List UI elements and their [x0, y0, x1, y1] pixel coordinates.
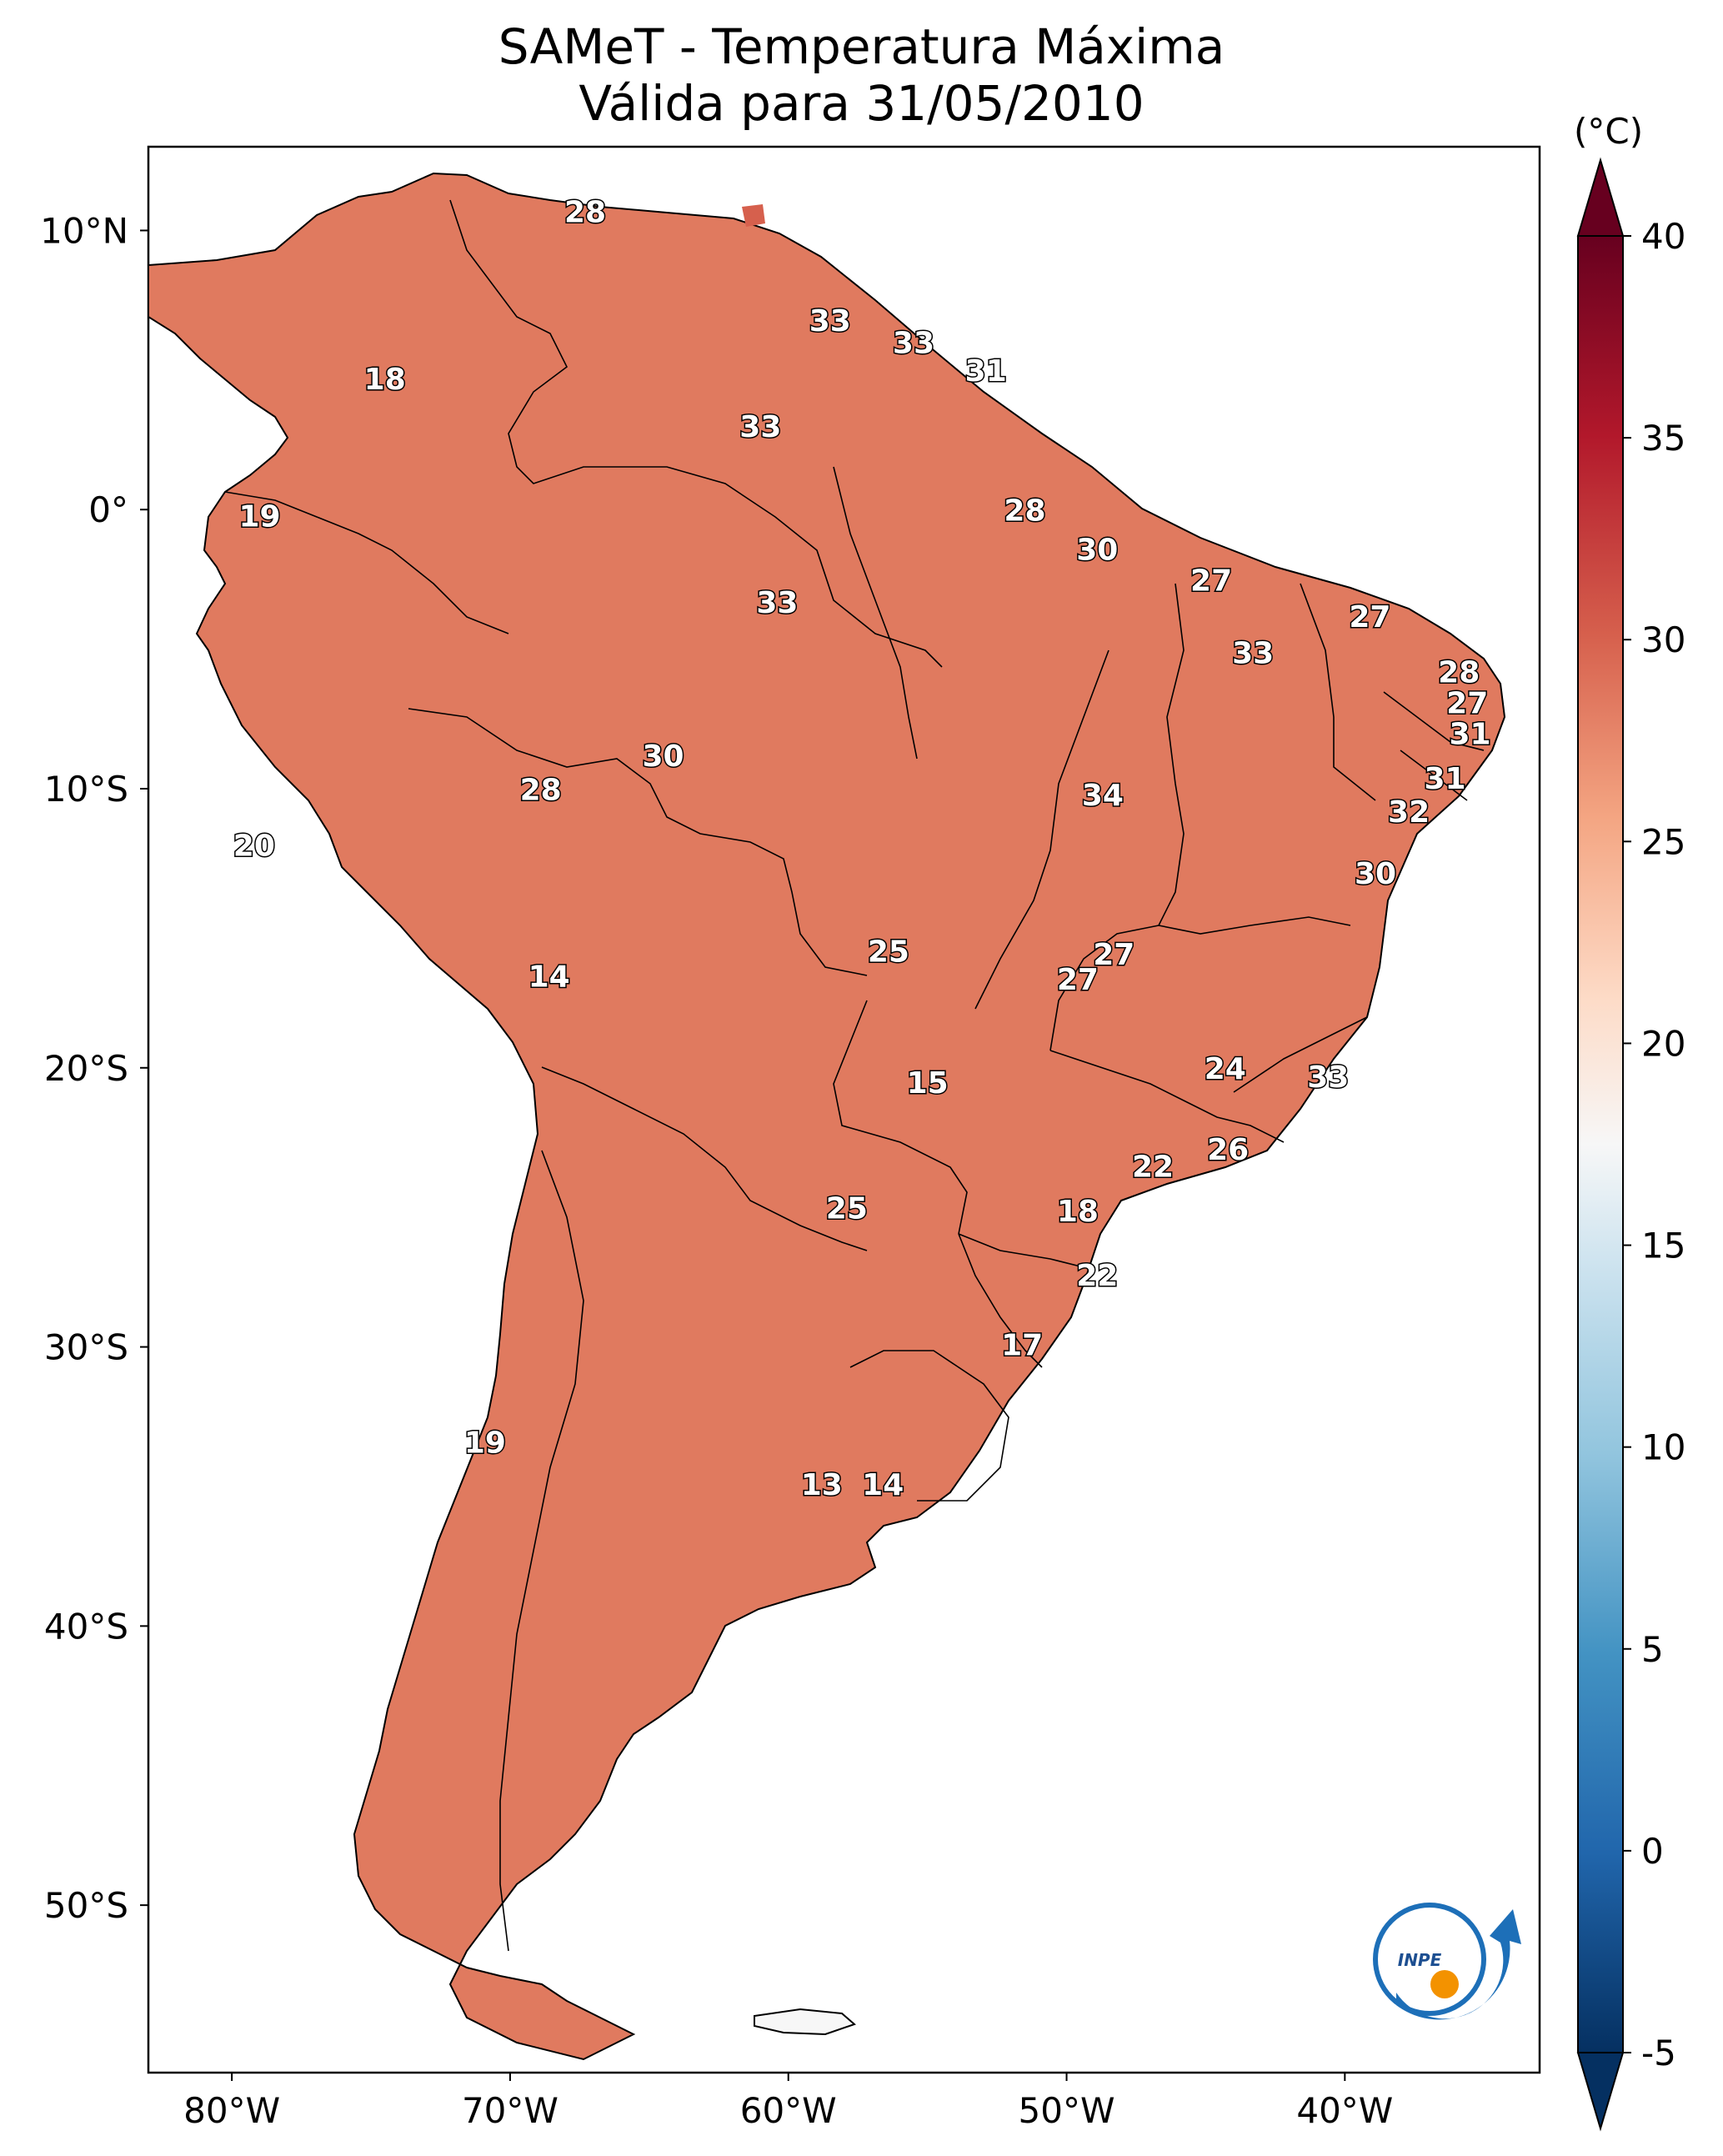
temperature-label: 27 [1446, 687, 1488, 721]
temperature-label: 27 [1190, 564, 1232, 598]
colorbar-tick-label: 35 [1641, 418, 1685, 459]
temperature-label: 22 [1132, 1150, 1174, 1184]
map-axes: 80°W 70°W 60°W 50°W 40°W 10°N 0° 10°S 20°S 30°S 40… [40, 210, 1393, 2131]
temperature-label: 34 [1082, 779, 1124, 813]
colorbar-top-triangle [1576, 157, 1625, 237]
temperature-label: 14 [528, 960, 570, 995]
title-line-1: SAMeT - Temperatura Máxima [498, 18, 1225, 75]
lat-tick-label: 10°N [40, 210, 128, 251]
temperature-label: 25 [826, 1192, 868, 1226]
lat-tick-label: 30°S [44, 1327, 128, 1368]
logo-sun-icon [1430, 1970, 1459, 1998]
colorbar-tick-label: 10 [1641, 1427, 1685, 1468]
colorbar-ticks: 40 35 30 25 20 15 10 5 0 -5 [1623, 216, 1685, 2073]
temperature-label: 30 [1076, 533, 1118, 567]
colorbar-tick-label: 20 [1641, 1023, 1685, 1064]
logo-circle [1373, 1903, 1486, 2016]
country-borders [224, 199, 1485, 1952]
lon-tick-label: 60°W [740, 2090, 837, 2131]
temperature-label: 20 [233, 829, 275, 863]
title-line-2: Válida para 31/05/2010 [579, 75, 1144, 132]
trinidad-island [742, 204, 765, 227]
colorbar-tick-label: -5 [1641, 2033, 1676, 2073]
lon-tick-label: 40°W [1296, 2090, 1393, 2131]
map-title: SAMeT - Temperatura Máxima Válida para 3… [0, 18, 1723, 132]
lat-tick-label: 10°S [44, 769, 128, 810]
temperature-label: 30 [1355, 857, 1396, 891]
colorbar-gradient [1577, 235, 1624, 2053]
lat-tick-label: 50°S [44, 1885, 128, 1926]
temperature-label: 14 [862, 1468, 904, 1502]
colorbar-tick-label: 30 [1641, 619, 1685, 660]
lat-tick-label: 40°S [44, 1606, 128, 1647]
temperature-label: 30 [642, 740, 684, 774]
temperature-label: 13 [801, 1468, 843, 1502]
temperature-label: 25 [868, 935, 909, 970]
temperature-label: 28 [1438, 656, 1480, 690]
colorbar-tick-label: 25 [1641, 821, 1685, 862]
temperature-label: 33 [1307, 1060, 1349, 1095]
temperature-label: 27 [1349, 600, 1390, 634]
temperature-label: 31 [1449, 717, 1490, 751]
temperature-label: 33 [739, 410, 781, 444]
temperature-label: 26 [1207, 1133, 1249, 1167]
temperature-label: 33 [809, 304, 851, 338]
temperature-label: 28 [520, 773, 562, 807]
temperature-label: 28 [564, 195, 606, 229]
colorbar-bottom-triangle [1576, 2052, 1625, 2132]
temperature-label: 24 [1205, 1052, 1246, 1086]
temperature-label: 31 [1424, 762, 1465, 796]
falkland-islands [754, 2008, 856, 2036]
temperature-label: 28 [1004, 494, 1045, 529]
temperature-label: 27 [1057, 963, 1099, 997]
temperature-label: 18 [364, 363, 406, 397]
lat-tick-label: 20°S [44, 1048, 128, 1089]
inpe-logo: INPE [1373, 1903, 1521, 2020]
temperature-label: 33 [1232, 636, 1274, 670]
temperature-label: 22 [1076, 1259, 1118, 1293]
colorbar-tick-label: 15 [1641, 1226, 1685, 1266]
temperature-label: 19 [464, 1426, 506, 1461]
lat-tick-label: 0° [88, 489, 128, 530]
colorbar-unit: (°C) [1574, 111, 1643, 152]
colorbar-tick-label: 40 [1641, 216, 1685, 257]
logo-arrow-icon [1396, 1909, 1521, 2020]
temperature-label: 18 [1057, 1195, 1099, 1229]
temperature-label: 19 [238, 499, 280, 534]
temperature-label: 27 [1093, 938, 1134, 972]
temperature-label: 31 [965, 354, 1007, 389]
temperature-label: 32 [1388, 795, 1430, 830]
temperature-label: 33 [893, 327, 934, 361]
colorbar: (°C) 40 35 30 25 20 15 10 5 0 -5 [1574, 111, 1685, 2132]
logo-text: INPE [1398, 1950, 1442, 1970]
temperature-label: 17 [1001, 1329, 1043, 1363]
temperature-label: 33 [756, 586, 798, 620]
temperature-label: 15 [907, 1066, 949, 1101]
colorbar-tick-label: 0 [1641, 1831, 1664, 1872]
lon-tick-label: 80°W [183, 2090, 280, 2131]
lon-tick-label: 70°W [462, 2090, 558, 2131]
colorbar-tick-label: 5 [1641, 1629, 1664, 1670]
lon-tick-label: 50°W [1019, 2090, 1115, 2131]
